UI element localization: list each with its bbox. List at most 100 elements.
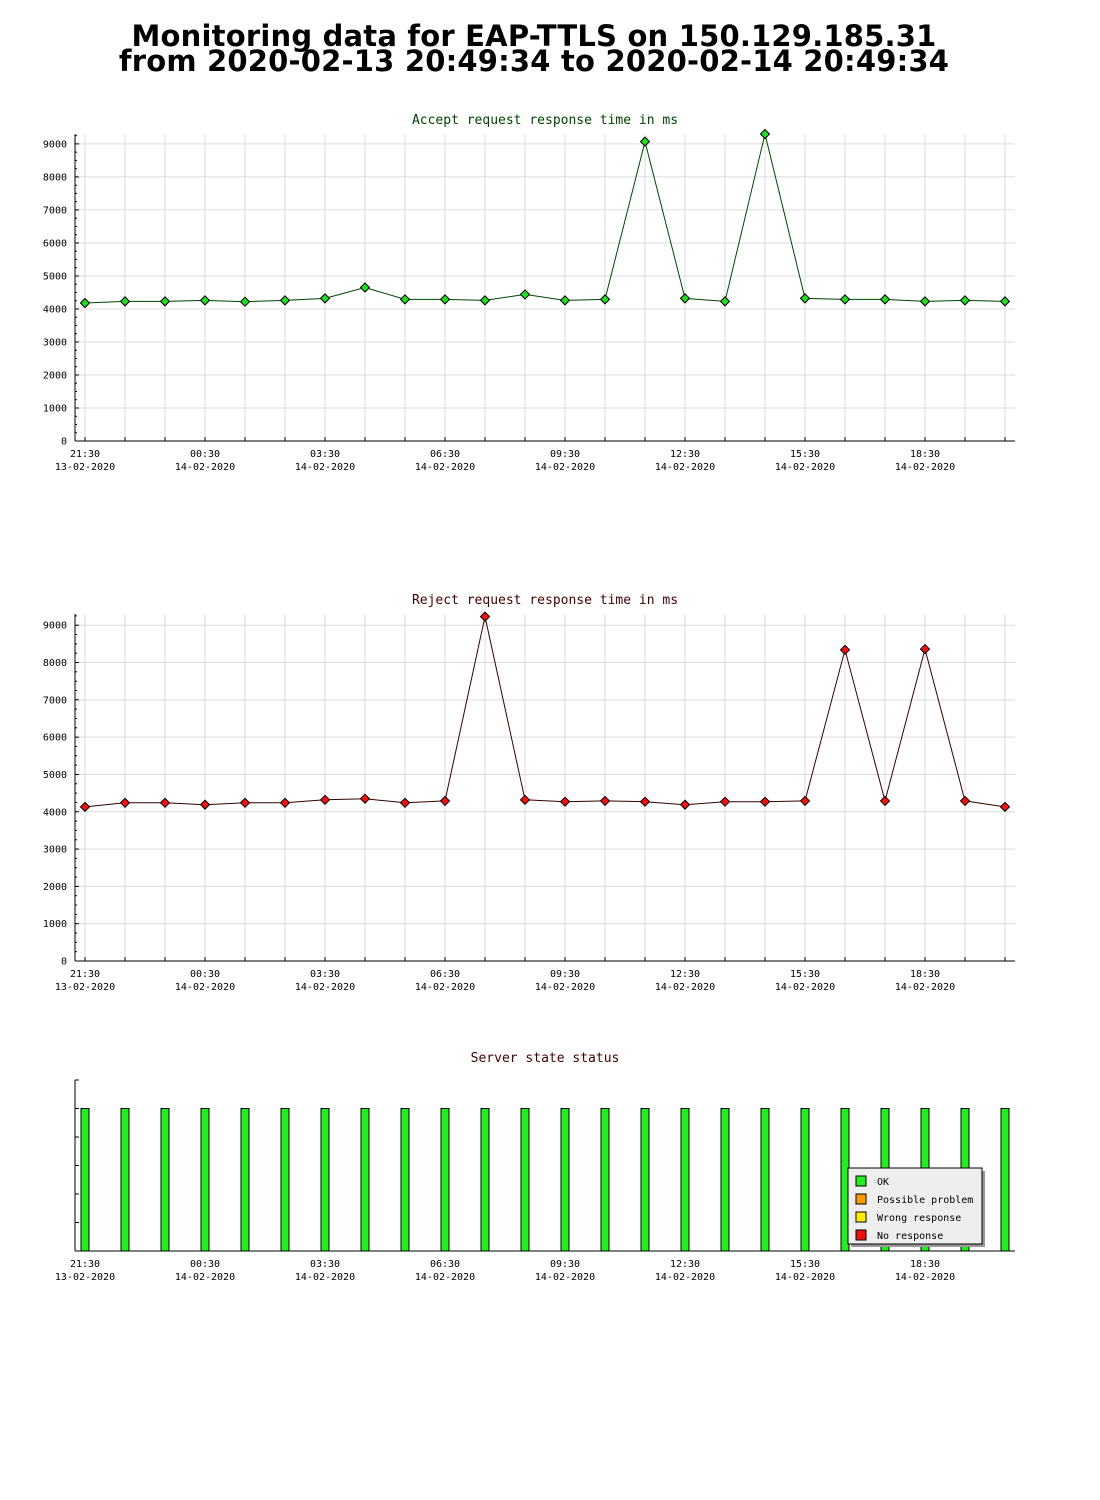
data-point-marker xyxy=(159,296,171,307)
x-tick-label-date: 14-02-2020 xyxy=(895,462,955,473)
status-bar xyxy=(1000,1108,1010,1252)
y-tick-label: 5000 xyxy=(43,770,67,781)
status-bar xyxy=(760,1108,770,1252)
x-tick-label-time: 12:30 xyxy=(670,449,700,460)
x-tick-label-date: 14-02-2020 xyxy=(295,1272,355,1283)
y-tick-label: 8000 xyxy=(43,658,67,669)
data-point-marker xyxy=(719,296,731,307)
data-point-marker xyxy=(119,296,131,307)
y-tick-label: 3000 xyxy=(43,845,67,856)
x-tick-label-date: 14-02-2020 xyxy=(535,462,595,473)
x-tick-label-time: 09:30 xyxy=(550,1259,580,1270)
data-point-marker xyxy=(279,797,291,809)
x-tick-label-time: 12:30 xyxy=(670,1259,700,1270)
x-tick-label-date: 13-02-2020 xyxy=(55,982,115,993)
x-tick-label-time: 03:30 xyxy=(310,969,340,980)
legend-label: Wrong response xyxy=(877,1213,961,1224)
data-point-marker xyxy=(559,295,571,306)
y-tick-label: 6000 xyxy=(43,733,67,744)
y-tick-label: 1000 xyxy=(43,403,67,414)
data-point-marker xyxy=(959,295,971,306)
x-tick-label-time: 21:30 xyxy=(70,969,100,980)
legend-label: Possible problem xyxy=(877,1195,973,1206)
data-point-marker xyxy=(639,796,651,807)
data-point-marker xyxy=(319,794,331,806)
x-tick-label-date: 14-02-2020 xyxy=(175,1272,235,1283)
data-point-marker xyxy=(839,294,851,305)
data-point-marker xyxy=(239,797,251,809)
y-tick-label: 2000 xyxy=(43,882,67,893)
data-point-marker xyxy=(959,795,971,807)
data-point-marker xyxy=(999,801,1011,813)
x-tick-label-date: 14-02-2020 xyxy=(655,1272,715,1283)
status-bar xyxy=(280,1108,290,1252)
data-point-marker xyxy=(519,289,531,300)
data-point-marker xyxy=(319,293,331,304)
x-tick-label-date: 14-02-2020 xyxy=(775,1272,835,1283)
x-tick-label-date: 14-02-2020 xyxy=(895,1272,955,1283)
y-tick-label: 0 xyxy=(61,437,67,448)
x-tick-label-date: 14-02-2020 xyxy=(775,462,835,473)
legend-swatch xyxy=(855,1193,867,1205)
status-bar xyxy=(120,1108,130,1252)
status-bar xyxy=(640,1108,650,1252)
status-bar xyxy=(560,1108,570,1252)
data-point-marker xyxy=(79,801,91,813)
legend: OK Possible problem Wrong response No respo… xyxy=(847,1167,985,1247)
x-tick-label-date: 14-02-2020 xyxy=(775,982,835,993)
legend-label: OK xyxy=(877,1177,889,1188)
x-tick-label-date: 14-02-2020 xyxy=(895,982,955,993)
data-point-marker xyxy=(839,644,851,656)
x-tick-label-date: 14-02-2020 xyxy=(655,462,715,473)
status-bar xyxy=(680,1108,690,1252)
data-point-marker xyxy=(999,296,1011,307)
y-tick-label: 4000 xyxy=(43,304,67,315)
server-status-chart: Server state status 21:30 13-02-2020 00:30 1… xyxy=(55,1051,1015,1283)
status-bar xyxy=(400,1108,410,1252)
legend-swatch xyxy=(855,1211,867,1223)
status-bar xyxy=(480,1108,490,1252)
y-tick-label: 8000 xyxy=(43,172,67,183)
status-bar xyxy=(360,1108,370,1252)
data-point-marker xyxy=(359,793,371,804)
y-tick-label: 5000 xyxy=(43,271,67,282)
page-title-line-1: Monitoring data for EAP-TTLS on 150.129.… xyxy=(131,19,937,53)
legend-swatch xyxy=(855,1229,867,1241)
reject-response-chart: Reject request response time in ms 0 1000 2… xyxy=(43,593,1015,993)
data-point-marker xyxy=(919,296,931,307)
y-tick-label: 7000 xyxy=(43,695,67,706)
data-point-marker xyxy=(479,295,491,306)
x-tick-label-time: 12:30 xyxy=(670,969,700,980)
x-tick-label-time: 18:30 xyxy=(910,449,940,460)
chart-title: Reject request response time in ms xyxy=(412,593,678,608)
y-tick-label: 1000 xyxy=(43,919,67,930)
y-tick-label: 2000 xyxy=(43,370,67,381)
x-tick-label-time: 00:30 xyxy=(190,969,220,980)
x-tick-label-date: 14-02-2020 xyxy=(535,982,595,993)
data-point-marker xyxy=(879,795,891,807)
status-bar xyxy=(80,1108,90,1252)
x-tick-label-date: 14-02-2020 xyxy=(535,1272,595,1283)
x-tick-label-time: 00:30 xyxy=(190,449,220,460)
page-title: Monitoring data for EAP-TTLS on 150.129.… xyxy=(0,19,1068,76)
data-point-marker xyxy=(399,294,411,305)
data-point-marker xyxy=(199,799,211,810)
x-tick-label-time: 09:30 xyxy=(550,449,580,460)
data-point-marker xyxy=(239,296,251,307)
x-tick-label-time: 03:30 xyxy=(310,449,340,460)
x-tick-label-date: 14-02-2020 xyxy=(175,982,235,993)
x-tick-label-date: 14-02-2020 xyxy=(295,462,355,473)
x-tick-label-date: 14-02-2020 xyxy=(415,982,475,993)
data-point-marker xyxy=(879,294,891,305)
data-point-marker xyxy=(759,796,771,807)
x-tick-label-time: 06:30 xyxy=(430,449,460,460)
data-point-marker xyxy=(799,795,811,807)
x-tick-label-date: 14-02-2020 xyxy=(295,982,355,993)
data-point-marker xyxy=(479,611,491,622)
data-point-marker xyxy=(599,294,611,305)
data-point-marker xyxy=(359,282,371,293)
y-tick-label: 4000 xyxy=(43,807,67,818)
x-tick-label-date: 13-02-2020 xyxy=(55,1272,115,1283)
data-point-marker xyxy=(519,794,531,806)
status-bar xyxy=(440,1108,450,1252)
